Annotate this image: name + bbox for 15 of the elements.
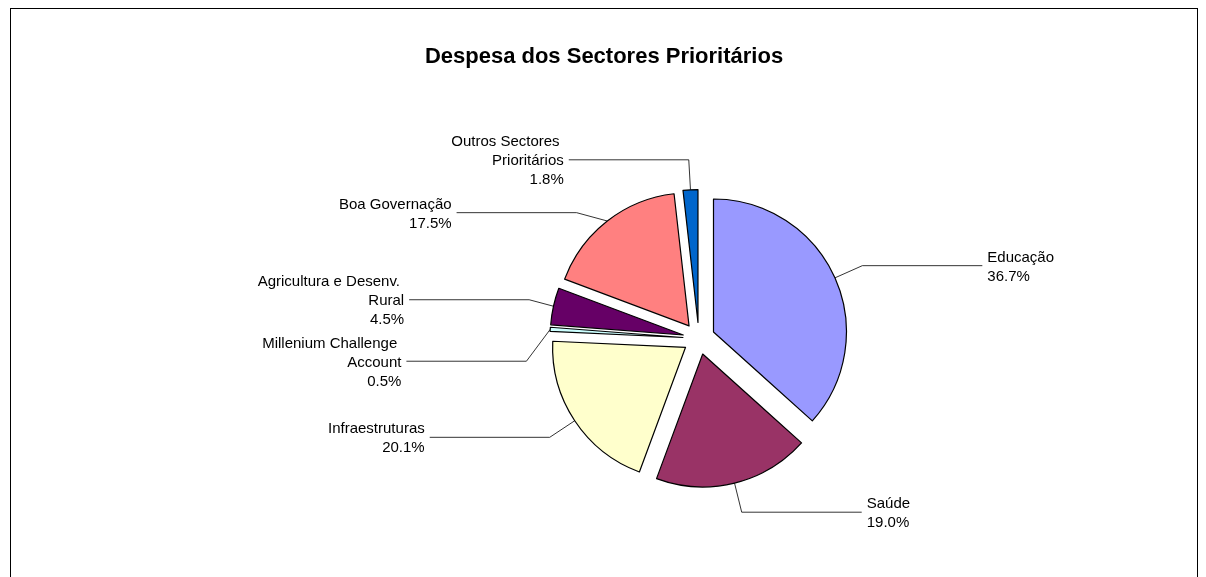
slice-label: Millenium Challenge Account bbox=[262, 333, 403, 370]
data-label: 19.0% bbox=[866, 513, 910, 531]
chart-title: Despesa dos Sectores Prioritários bbox=[424, 42, 784, 68]
data-label: 0.5% bbox=[367, 371, 402, 389]
slice-label: Boa Governação bbox=[339, 194, 452, 212]
data-label: 20.1% bbox=[382, 438, 425, 456]
slice-label: Educação bbox=[987, 247, 1055, 265]
data-label: 4.5% bbox=[369, 310, 405, 328]
slice-label: Infraestruturas bbox=[328, 419, 425, 437]
data-label: 1.8% bbox=[529, 170, 564, 188]
slice-label: Agricultura e Desenv. Rural bbox=[257, 272, 405, 309]
slice-label: Outros Sectores Prioritários bbox=[451, 132, 564, 169]
data-label: 17.5% bbox=[409, 213, 452, 231]
slice-label: Saúde bbox=[866, 494, 911, 512]
data-label: 36.7% bbox=[987, 266, 1030, 284]
